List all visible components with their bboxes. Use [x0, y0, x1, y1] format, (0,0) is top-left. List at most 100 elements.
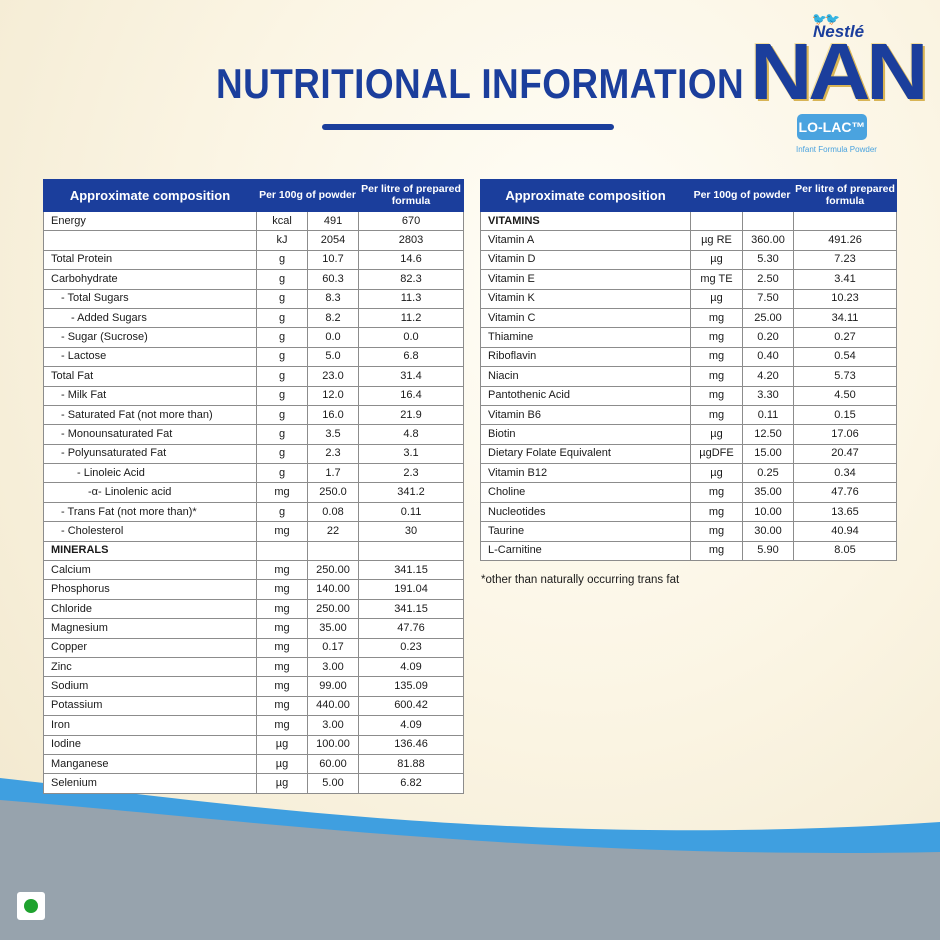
- unit-cell: mg: [690, 482, 743, 503]
- perlitre-value: 30: [358, 521, 465, 542]
- per100g-value: 0.0: [306, 327, 360, 348]
- per100g-value: 7.50: [741, 288, 795, 309]
- logo-brand: Nestlé: [813, 22, 865, 41]
- left-nutrition-table: Approximate composition Per 100g of powd…: [43, 179, 465, 794]
- unit-cell: mg: [690, 327, 743, 348]
- perlitre-value: 136.46: [358, 734, 465, 755]
- perlitre-value: 14.6: [358, 249, 465, 271]
- per100g-value: 35.00: [741, 482, 795, 503]
- table-row: Potassium mg 440.00 600.42: [43, 695, 465, 717]
- per100g-value: 491: [306, 210, 360, 232]
- per100g-value: 0.17: [306, 637, 360, 658]
- perlitre-header: Per litre of prepared formula: [793, 179, 898, 212]
- per100g-value: 250.00: [306, 560, 360, 581]
- nutrient-name: Dietary Folate Equivalent: [480, 443, 691, 465]
- table-row: Total Fat g 23.0 31.4: [43, 366, 465, 387]
- perlitre-value: 670: [358, 210, 465, 232]
- perlitre-value: 4.8: [358, 424, 465, 445]
- per100g-value: 10.00: [741, 501, 795, 523]
- nutrient-name: Vitamin D: [480, 249, 691, 271]
- unit-cell: mg: [256, 521, 308, 542]
- table-row: L-Carnitine mg 5.90 8.05: [480, 540, 898, 562]
- nutrient-name: Total Protein: [43, 249, 257, 271]
- section-row: MINERALS: [43, 540, 465, 562]
- nest-birds-icon: 🐦🐦: [812, 12, 840, 26]
- nutrient-name: - Total Sugars: [43, 288, 257, 309]
- unit-cell: g: [256, 443, 308, 465]
- left-table-header: Approximate composition Per 100g of powd…: [43, 179, 465, 212]
- unit-cell: g: [256, 288, 308, 309]
- nutrient-name: - Monounsaturated Fat: [43, 424, 257, 445]
- perlitre-value: 0.23: [358, 637, 465, 658]
- per100g-value: [741, 210, 795, 232]
- per100g-value: 35.00: [306, 618, 360, 639]
- nutrient-name: - Trans Fat (not more than)*: [43, 501, 257, 523]
- per100g-value: 3.30: [741, 385, 795, 406]
- perlitre-value: 47.76: [793, 482, 898, 503]
- per100g-value: 99.00: [306, 676, 360, 697]
- nutrient-name: Riboflavin: [480, 346, 691, 368]
- nutrient-name: Taurine: [480, 521, 691, 542]
- unit-cell: [690, 210, 743, 232]
- nutrient-name: Vitamin A: [480, 230, 691, 251]
- unit-cell: µg: [256, 734, 308, 755]
- perlitre-value: 21.9: [358, 404, 465, 426]
- table-row: Energy kcal 491 670: [43, 210, 465, 232]
- nutrient-name: Zinc: [43, 656, 257, 678]
- veg-dot: [24, 899, 38, 913]
- perlitre-value: 47.76: [358, 618, 465, 639]
- section-row: VITAMINS: [480, 210, 898, 232]
- table-row: Phosphorus mg 140.00 191.04: [43, 579, 465, 600]
- nutrient-name: Choline: [480, 482, 691, 503]
- per100g-value: 8.3: [306, 288, 360, 309]
- unit-cell: mg: [256, 637, 308, 658]
- unit-cell: µg: [690, 249, 743, 271]
- perlitre-value: 40.94: [793, 521, 898, 542]
- nutrient-name: Manganese: [43, 753, 257, 775]
- table-row: - Added Sugars g 8.2 11.2: [43, 307, 465, 329]
- nutrient-name: Vitamin B6: [480, 404, 691, 426]
- nutrient-name: Carbohydrate: [43, 269, 257, 290]
- perlitre-value: 341.2: [358, 482, 465, 503]
- unit-cell: mg: [690, 346, 743, 368]
- nutrient-name: Pantothenic Acid: [480, 385, 691, 406]
- perlitre-value: 8.05: [793, 540, 898, 562]
- perlitre-value: 20.47: [793, 443, 898, 465]
- veg-symbol-icon: [17, 892, 45, 920]
- unit-cell: µg: [256, 753, 308, 775]
- perlitre-value: 13.65: [793, 501, 898, 523]
- unit-cell: [256, 540, 308, 562]
- perlitre-value: 31.4: [358, 366, 465, 387]
- unit-cell: mg: [256, 598, 308, 620]
- per100g-value: 140.00: [306, 579, 360, 600]
- unit-cell: µg RE: [690, 230, 743, 251]
- perlitre-value: 34.11: [793, 307, 898, 329]
- unit-cell: g: [256, 346, 308, 368]
- perlitre-value: 16.4: [358, 385, 465, 406]
- per100g-value: 3.5: [306, 424, 360, 445]
- unit-cell: µg: [256, 773, 308, 794]
- unit-cell: kJ: [256, 230, 308, 251]
- footnote: *other than naturally occurring trans fa…: [481, 574, 680, 586]
- nan-lolac-logo: 🐦🐦 Nestlé NAN LO-LAC™ Infant Formula Pow…: [748, 8, 929, 158]
- per100g-value: [306, 540, 360, 562]
- per100g-value: 5.00: [306, 773, 360, 794]
- unit-cell: mg: [690, 521, 743, 542]
- nutrient-name: Total Fat: [43, 366, 257, 387]
- perlitre-value: 4.09: [358, 656, 465, 678]
- nutrient-name: - Saturated Fat (not more than): [43, 404, 257, 426]
- table-row: - Milk Fat g 12.0 16.4: [43, 385, 465, 406]
- per100g-value: 0.20: [741, 327, 795, 348]
- nutrient-name: - Sugar (Sucrose): [43, 327, 257, 348]
- unit-cell: µg: [690, 424, 743, 445]
- nutrient-name: Phosphorus: [43, 579, 257, 600]
- nutrient-name: VITAMINS: [480, 210, 691, 232]
- table-row: -α- Linolenic acid mg 250.0 341.2: [43, 482, 465, 503]
- unit-cell: µgDFE: [690, 443, 743, 465]
- unit-cell: kcal: [256, 210, 308, 232]
- perlitre-value: 4.09: [358, 715, 465, 736]
- unit-cell: mg: [690, 307, 743, 329]
- unit-cell: mg: [256, 482, 308, 503]
- table-row: kJ 2054 2803: [43, 230, 465, 251]
